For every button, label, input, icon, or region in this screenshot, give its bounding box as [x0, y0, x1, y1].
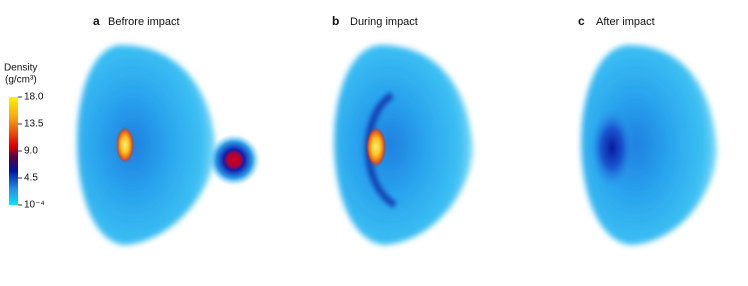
- planet-core: [116, 127, 134, 163]
- impactor: [208, 134, 260, 186]
- panel-title: Befrore impact: [108, 16, 180, 28]
- colorbar-unit: (g/cm³): [5, 75, 37, 86]
- panel-letter: a: [93, 14, 100, 28]
- colorbar-title: Density: [4, 63, 37, 74]
- panel-letter: c: [578, 14, 585, 28]
- planet-core: [366, 127, 386, 167]
- panel-letter: b: [332, 14, 339, 28]
- planet-core: [590, 108, 634, 188]
- colorbar: [9, 97, 18, 205]
- colorbar-tick-label: 9.0: [24, 146, 38, 157]
- panel-title: After impact: [596, 16, 655, 28]
- panel-title: During impact: [350, 16, 418, 28]
- planet-body: [334, 45, 473, 245]
- colorbar-tick-label: 18.0: [24, 92, 44, 103]
- planet-body: [581, 45, 717, 245]
- planet-body: [77, 45, 216, 245]
- colorbar-tick-label: 10⁻⁴: [24, 200, 45, 211]
- colorbar-tick-label: 4.5: [24, 173, 38, 184]
- colorbar-tick-label: 13.5: [24, 119, 44, 130]
